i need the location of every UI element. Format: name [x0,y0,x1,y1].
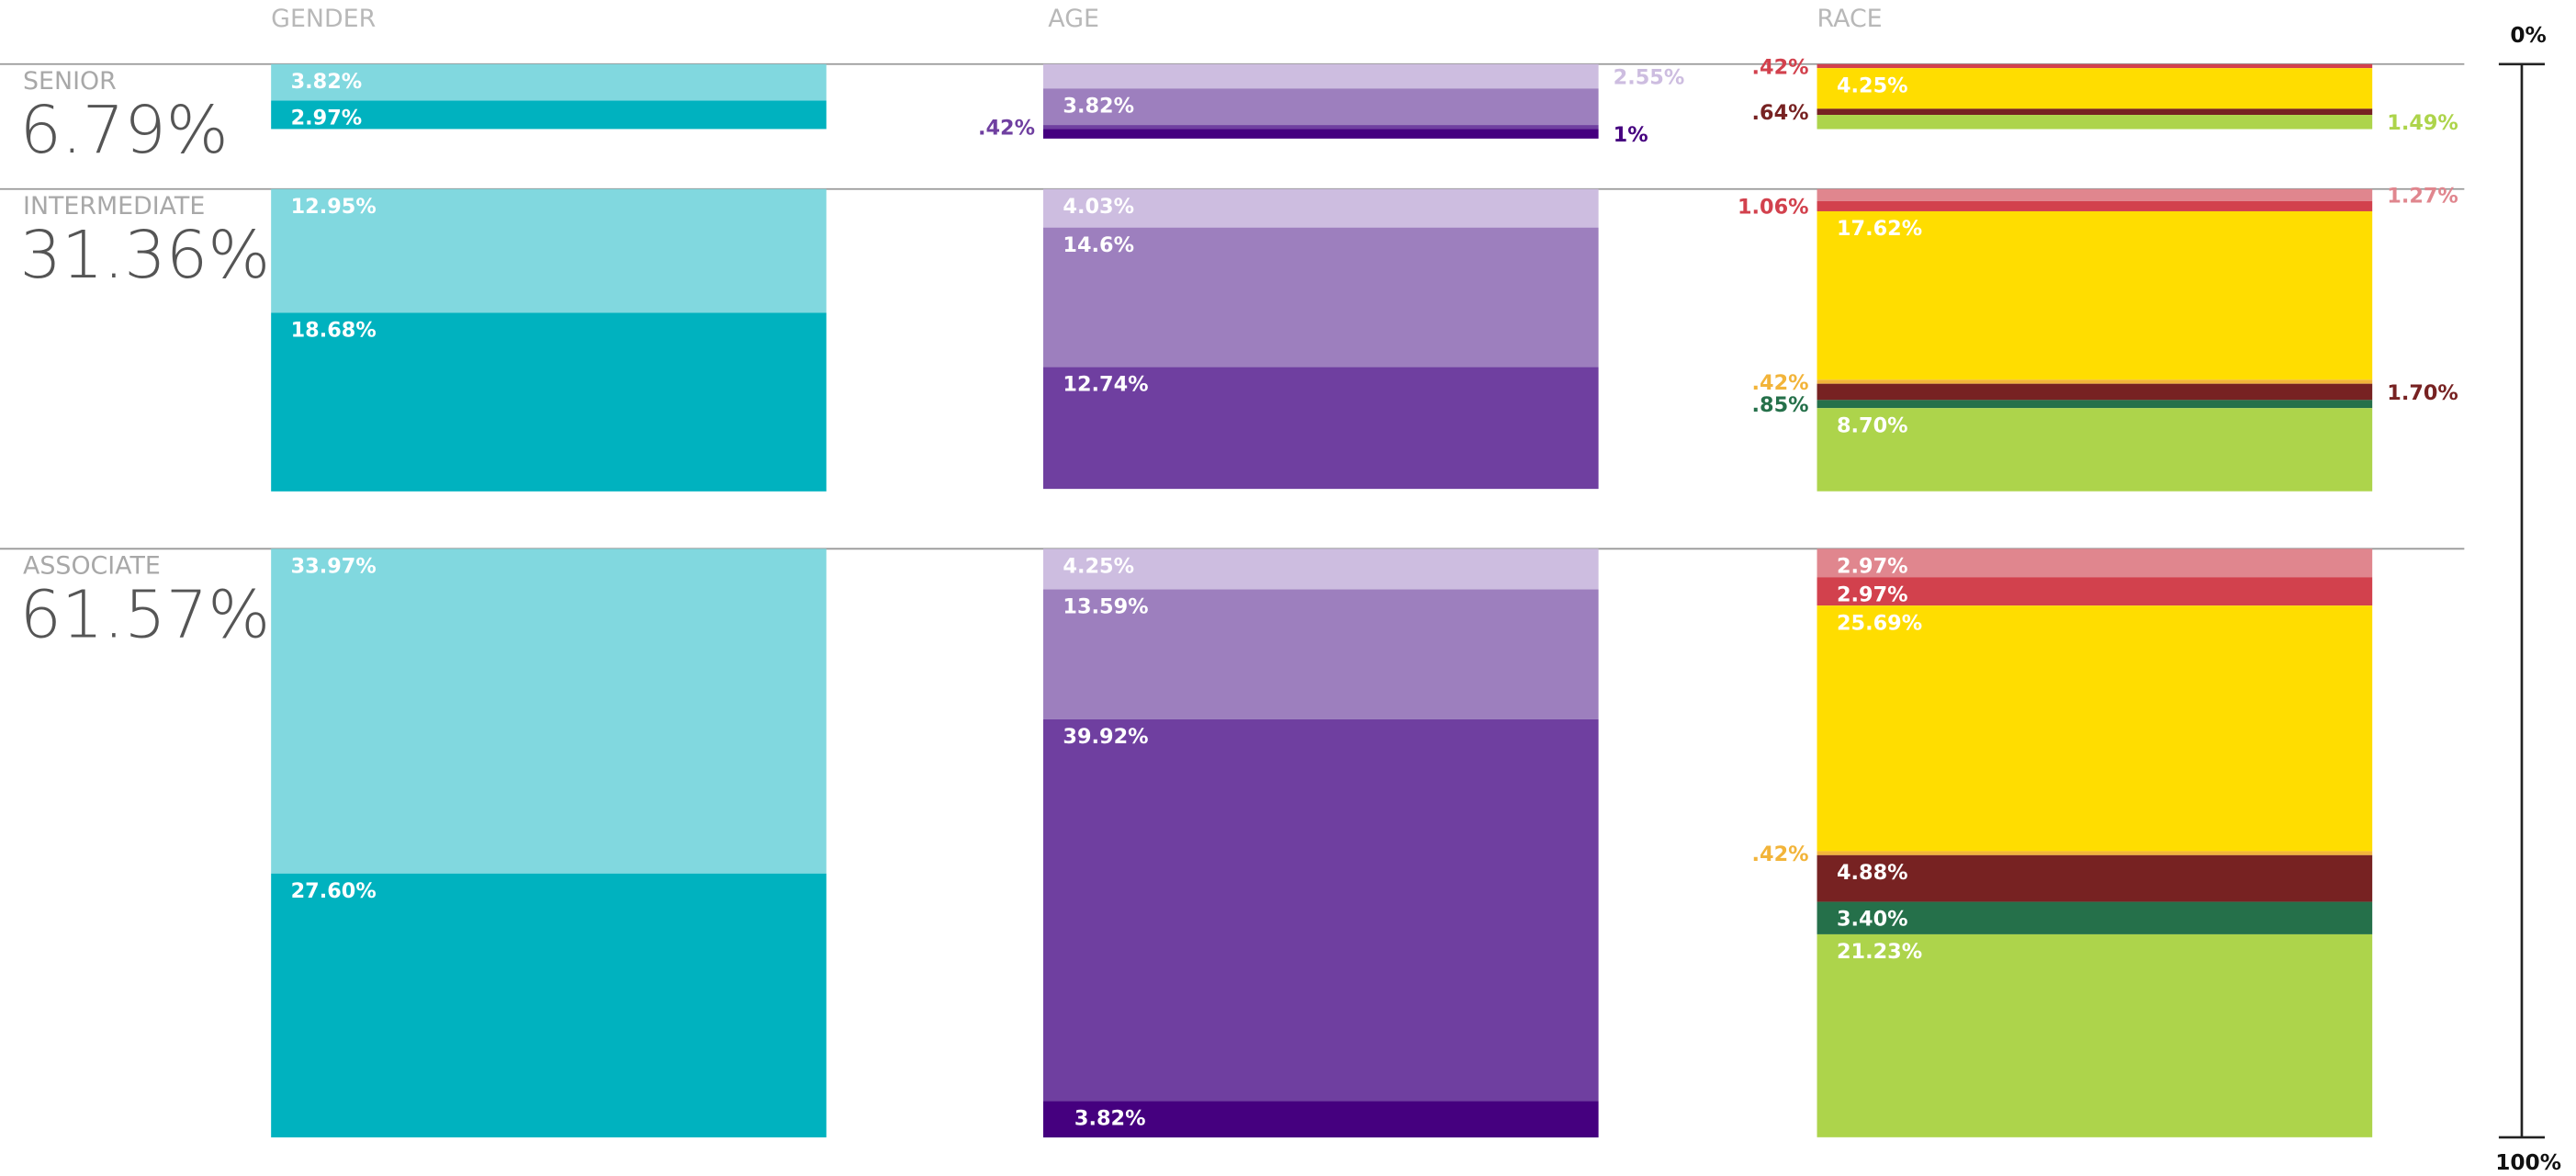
segment [1042,63,1599,89]
segment [1042,88,1599,126]
segment [1817,548,2373,578]
segment [1817,400,2373,409]
segment [271,873,827,1137]
segment-label: .64% [1752,101,1809,125]
segment-label: 4.03% [1063,195,1134,219]
segment [1817,68,2373,109]
segment [1817,851,2373,855]
row-total: 31.36% [19,217,270,293]
segment-label: 4.25% [1063,554,1134,578]
segment [1817,63,2373,69]
row-name: SENIOR [23,67,117,96]
row-name: INTERMEDIATE [23,192,205,220]
segment [1042,227,1599,368]
segment [1817,933,2373,1137]
segment [271,188,827,313]
segment-label: .42% [1752,842,1809,866]
segment-label: 33.97% [291,554,377,578]
segment [1042,1101,1599,1138]
segment [1042,367,1599,490]
segment-label: 21.23% [1837,940,1922,964]
segment [271,100,827,130]
segment [1817,605,2373,852]
segment-label: 1.49% [2387,111,2458,135]
segment-label: .42% [1752,55,1809,79]
segment-label: 2.97% [1837,582,1908,606]
segment-label: 3.82% [1074,1106,1146,1130]
row-total: 6.79% [19,92,228,168]
segment-label: 2.55% [1614,65,1685,89]
segment-label: 1% [1614,123,1648,147]
segment-label: .42% [978,117,1035,141]
segment [1817,188,2373,201]
segment [1042,129,1599,139]
scale-label: 0% [2510,23,2546,48]
segment [271,548,827,874]
segment-label: 17.62% [1837,217,1922,241]
segment [1817,379,2373,384]
segment-label: 18.68% [291,319,377,343]
segment-label: 3.40% [1837,908,1908,932]
segment-label: 3.82% [1063,94,1134,118]
segment [271,63,827,101]
segment-label: .85% [1752,393,1809,417]
column-header: GENDER [271,5,376,33]
segment-label: 14.6% [1063,233,1134,257]
segment [1817,210,2373,380]
segment [1042,188,1599,228]
row-total: 61.57% [19,577,270,653]
segment-label: 25.69% [1837,611,1922,635]
segment [1042,125,1599,130]
segment-label: 12.74% [1063,373,1148,397]
segment [1817,408,2373,492]
segment [1817,854,2373,902]
segment-label: 27.60% [291,879,377,903]
segment [1817,115,2373,130]
segment-label: 4.25% [1837,74,1908,97]
segment-label: 2.97% [291,107,363,130]
segment [1817,108,2373,116]
segment-label: 1.06% [1738,196,1809,220]
segment [1817,383,2373,401]
segment [271,312,827,492]
segment [1042,548,1599,590]
segment-label: 12.95% [291,195,377,219]
column-header: RACE [1817,5,1883,33]
row-name: ASSOCIATE [23,551,161,580]
segment-label: 39.92% [1063,725,1148,749]
segment-label: 4.88% [1837,861,1908,885]
segment-label: .42% [1752,371,1809,395]
segment [1817,200,2373,211]
segment [1817,577,2373,606]
segment [1817,901,2373,934]
segment-label: 13.59% [1063,595,1148,619]
scale-label: 100% [2495,1150,2561,1175]
segment-label: 1.70% [2387,381,2458,405]
segment-label: 2.97% [1837,554,1908,578]
column-header: AGE [1048,5,1099,33]
segment-label: 8.70% [1837,413,1908,437]
segment-label: 1.27% [2387,185,2458,209]
segment [1042,718,1599,1102]
segment-label: 3.82% [291,70,363,94]
segment [1042,589,1599,719]
